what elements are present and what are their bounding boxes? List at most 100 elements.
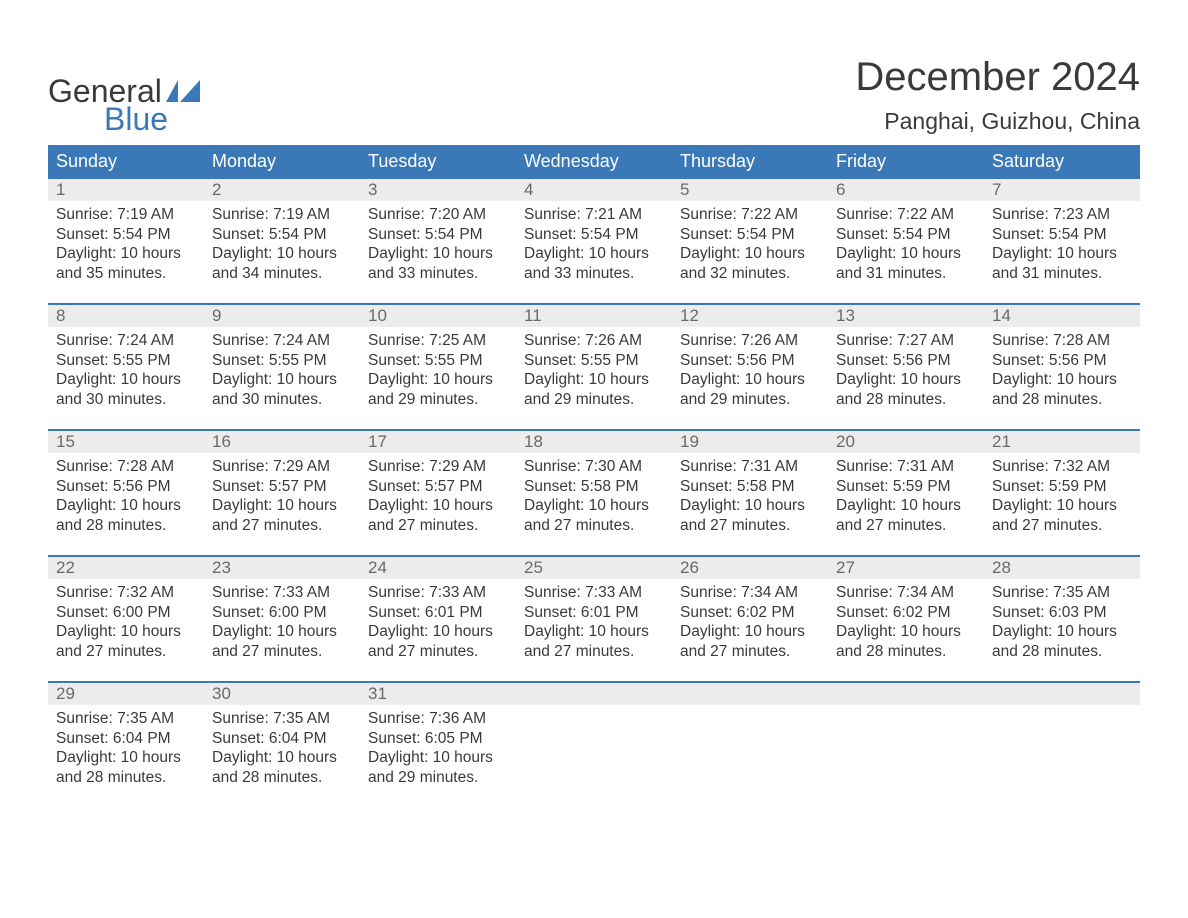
day-cell: Sunrise: 7:35 AMSunset: 6:04 PMDaylight:…: [48, 705, 204, 793]
day-cell: Sunrise: 7:33 AMSunset: 6:01 PMDaylight:…: [516, 579, 672, 667]
day-number: 25: [516, 557, 672, 579]
month-title: December 2024: [855, 55, 1140, 100]
col-thursday: Thursday: [672, 145, 828, 177]
sunrise-line: Sunrise: 7:34 AM: [836, 583, 976, 603]
daylight-line: Daylight: 10 hours and 30 minutes.: [56, 370, 196, 409]
col-wednesday: Wednesday: [516, 145, 672, 177]
sunset-line: Sunset: 5:55 PM: [368, 351, 508, 371]
sunrise-line: Sunrise: 7:35 AM: [212, 709, 352, 729]
sunrise-line: Sunrise: 7:31 AM: [836, 457, 976, 477]
sunset-line: Sunset: 6:04 PM: [56, 729, 196, 749]
day-number: [828, 683, 984, 705]
sunrise-line: Sunrise: 7:33 AM: [212, 583, 352, 603]
sunset-line: Sunset: 5:56 PM: [836, 351, 976, 371]
day-number: [516, 683, 672, 705]
sunrise-line: Sunrise: 7:29 AM: [368, 457, 508, 477]
day-number: 29: [48, 683, 204, 705]
day-cell: Sunrise: 7:19 AMSunset: 5:54 PMDaylight:…: [204, 201, 360, 289]
daylight-line: Daylight: 10 hours and 29 minutes.: [368, 748, 508, 787]
day-number: 28: [984, 557, 1140, 579]
col-friday: Friday: [828, 145, 984, 177]
day-number: 17: [360, 431, 516, 453]
calendar-week: 1234567Sunrise: 7:19 AMSunset: 5:54 PMDa…: [48, 177, 1140, 289]
daylight-line: Daylight: 10 hours and 27 minutes.: [212, 496, 352, 535]
daylight-line: Daylight: 10 hours and 32 minutes.: [680, 244, 820, 283]
daylight-line: Daylight: 10 hours and 28 minutes.: [836, 370, 976, 409]
day-cell: Sunrise: 7:22 AMSunset: 5:54 PMDaylight:…: [672, 201, 828, 289]
sunset-line: Sunset: 5:54 PM: [368, 225, 508, 245]
daylight-line: Daylight: 10 hours and 28 minutes.: [992, 370, 1132, 409]
day-cell: Sunrise: 7:35 AMSunset: 6:03 PMDaylight:…: [984, 579, 1140, 667]
day-number: 3: [360, 179, 516, 201]
sunrise-line: Sunrise: 7:19 AM: [212, 205, 352, 225]
sunset-line: Sunset: 6:00 PM: [212, 603, 352, 623]
sunset-line: Sunset: 5:57 PM: [368, 477, 508, 497]
daylight-line: Daylight: 10 hours and 34 minutes.: [212, 244, 352, 283]
col-saturday: Saturday: [984, 145, 1140, 177]
sunset-line: Sunset: 5:58 PM: [680, 477, 820, 497]
sunrise-line: Sunrise: 7:24 AM: [212, 331, 352, 351]
daylight-line: Daylight: 10 hours and 35 minutes.: [56, 244, 196, 283]
logo: General Blue: [48, 69, 200, 135]
daynum-row: 1234567: [48, 179, 1140, 201]
col-tuesday: Tuesday: [360, 145, 516, 177]
sunset-line: Sunset: 5:54 PM: [212, 225, 352, 245]
daynum-row: 891011121314: [48, 305, 1140, 327]
day-cell: Sunrise: 7:33 AMSunset: 6:00 PMDaylight:…: [204, 579, 360, 667]
daylight-line: Daylight: 10 hours and 27 minutes.: [836, 496, 976, 535]
page: General Blue December 2024 Panghai, Guiz…: [0, 0, 1188, 793]
day-number: 8: [48, 305, 204, 327]
daylight-line: Daylight: 10 hours and 27 minutes.: [368, 496, 508, 535]
sunrise-line: Sunrise: 7:28 AM: [56, 457, 196, 477]
day-cell: [516, 705, 672, 793]
day-number: 30: [204, 683, 360, 705]
sunrise-line: Sunrise: 7:23 AM: [992, 205, 1132, 225]
daynum-row: 22232425262728: [48, 557, 1140, 579]
day-cell: Sunrise: 7:24 AMSunset: 5:55 PMDaylight:…: [204, 327, 360, 415]
sunrise-line: Sunrise: 7:26 AM: [680, 331, 820, 351]
col-monday: Monday: [204, 145, 360, 177]
sunrise-line: Sunrise: 7:20 AM: [368, 205, 508, 225]
day-cell: Sunrise: 7:23 AMSunset: 5:54 PMDaylight:…: [984, 201, 1140, 289]
day-cell: Sunrise: 7:22 AMSunset: 5:54 PMDaylight:…: [828, 201, 984, 289]
day-cell: Sunrise: 7:36 AMSunset: 6:05 PMDaylight:…: [360, 705, 516, 793]
sunrise-line: Sunrise: 7:19 AM: [56, 205, 196, 225]
daylight-line: Daylight: 10 hours and 27 minutes.: [680, 496, 820, 535]
day-number: 19: [672, 431, 828, 453]
day-cell: Sunrise: 7:34 AMSunset: 6:02 PMDaylight:…: [672, 579, 828, 667]
location: Panghai, Guizhou, China: [855, 108, 1140, 135]
sunrise-line: Sunrise: 7:30 AM: [524, 457, 664, 477]
day-cell: Sunrise: 7:26 AMSunset: 5:55 PMDaylight:…: [516, 327, 672, 415]
daylight-line: Daylight: 10 hours and 33 minutes.: [368, 244, 508, 283]
day-number: 4: [516, 179, 672, 201]
calendar-week: 22232425262728Sunrise: 7:32 AMSunset: 6:…: [48, 555, 1140, 667]
day-number: 22: [48, 557, 204, 579]
sunrise-line: Sunrise: 7:28 AM: [992, 331, 1132, 351]
day-cell: Sunrise: 7:24 AMSunset: 5:55 PMDaylight:…: [48, 327, 204, 415]
day-cell: Sunrise: 7:29 AMSunset: 5:57 PMDaylight:…: [360, 453, 516, 541]
daylight-line: Daylight: 10 hours and 27 minutes.: [368, 622, 508, 661]
sunset-line: Sunset: 6:00 PM: [56, 603, 196, 623]
sunrise-line: Sunrise: 7:32 AM: [992, 457, 1132, 477]
day-number: 31: [360, 683, 516, 705]
day-cell: Sunrise: 7:27 AMSunset: 5:56 PMDaylight:…: [828, 327, 984, 415]
day-number: 26: [672, 557, 828, 579]
sunrise-line: Sunrise: 7:31 AM: [680, 457, 820, 477]
daylight-line: Daylight: 10 hours and 31 minutes.: [836, 244, 976, 283]
sunset-line: Sunset: 5:54 PM: [56, 225, 196, 245]
day-number: 9: [204, 305, 360, 327]
sunrise-line: Sunrise: 7:21 AM: [524, 205, 664, 225]
day-cell: Sunrise: 7:32 AMSunset: 6:00 PMDaylight:…: [48, 579, 204, 667]
day-cell: [672, 705, 828, 793]
sunset-line: Sunset: 5:56 PM: [56, 477, 196, 497]
day-number: 13: [828, 305, 984, 327]
sunrise-line: Sunrise: 7:35 AM: [56, 709, 196, 729]
day-number: 12: [672, 305, 828, 327]
sunset-line: Sunset: 5:55 PM: [56, 351, 196, 371]
day-cell: [984, 705, 1140, 793]
day-number: 18: [516, 431, 672, 453]
day-cell: [828, 705, 984, 793]
sunset-line: Sunset: 6:02 PM: [680, 603, 820, 623]
daynum-row: 293031: [48, 683, 1140, 705]
day-number: 24: [360, 557, 516, 579]
